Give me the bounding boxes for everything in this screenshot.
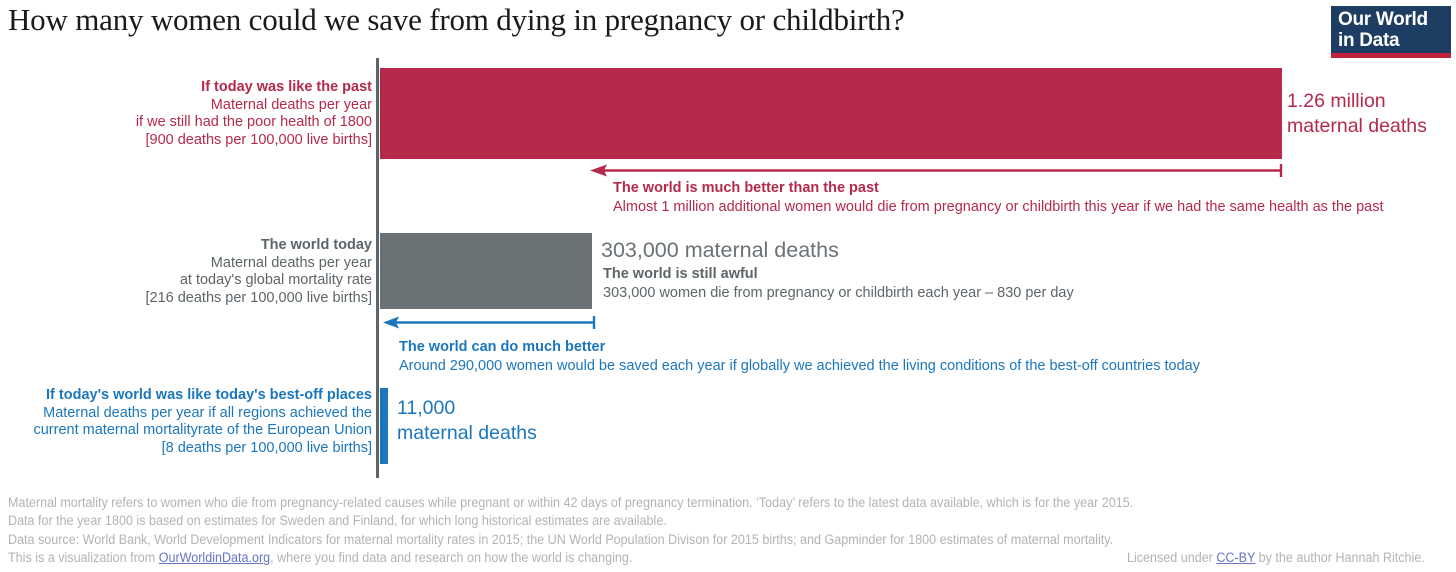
value-past-line2: maternal deaths (1287, 115, 1427, 137)
label-best-off-heading: If today's world was like today's best-o… (46, 387, 372, 403)
bar-past (380, 68, 1282, 159)
annotation-today-status-heading: The world is still awful (603, 266, 758, 282)
value-today: 303,000 maternal deaths (601, 238, 839, 263)
label-today-line4: [216 deaths per 100,000 live births] (145, 289, 372, 306)
label-past-line2: Maternal deaths per year (210, 96, 372, 113)
annotation-future-gap-heading: The world can do much better (399, 339, 606, 355)
license-notice: Licensed under CC-BY by the author Hanna… (1127, 549, 1425, 567)
vertical-axis-line (376, 58, 379, 478)
label-past-heading: If today was like the past (201, 79, 372, 95)
annotation-past-gap: The world is much better than the past A… (613, 179, 1384, 217)
logo-line-2: in Data (1338, 30, 1400, 51)
page-title: How many women could we save from dying … (8, 2, 905, 37)
value-past: 1.26 million maternal deaths (1287, 89, 1427, 139)
annotation-future-gap: The world can do much better Around 290,… (399, 338, 1200, 376)
label-past-line3: if we still had the poor health of 1800 (135, 114, 372, 130)
label-today: The world today Maternal deaths per year… (0, 237, 372, 307)
license-pre: Licensed under (1127, 550, 1217, 565)
value-past-line1: 1.26 million (1287, 90, 1386, 112)
label-best-off: If today's world was like today's best-o… (0, 387, 372, 457)
value-today-line1: 303,000 maternal deaths (601, 238, 839, 262)
cc-by-link[interactable]: CC-BY (1216, 550, 1256, 565)
label-best-off-line2: Maternal deaths per year if all regions … (43, 404, 372, 421)
footnote-line-2: Data for the year 1800 is based on estim… (8, 513, 667, 528)
future-gap-arrow-icon (383, 316, 596, 329)
label-today-line3: at today's global mortality rate (179, 272, 372, 288)
annotation-today-status: The world is still awful 303,000 women d… (603, 265, 1074, 303)
annotation-past-gap-heading: The world is much better than the past (613, 180, 879, 196)
past-gap-arrow-icon (590, 164, 1283, 177)
value-best-off-line2: maternal deaths (397, 422, 537, 444)
our-world-in-data-logo[interactable]: Our World in Data (1331, 6, 1451, 58)
footnote-line-4-post: , where you find data and research on ho… (270, 550, 633, 565)
label-best-off-line4: [8 deaths per 100,000 live births] (161, 439, 372, 456)
footnote-line-4: This is a visualization from OurWorldinD… (8, 549, 632, 567)
label-past: If today was like the past Maternal deat… (0, 79, 372, 149)
annotation-past-gap-text: Almost 1 million additional women would … (613, 199, 1384, 215)
label-best-off-line3: current maternal mortalityrate of the Eu… (33, 422, 372, 438)
label-past-line4: [900 deaths per 100,000 live births] (145, 131, 372, 148)
footnote-line-3: Data source: World Bank, World Developme… (8, 532, 1114, 547)
annotation-future-gap-text: Around 290,000 women would be saved each… (399, 358, 1200, 374)
bar-today (380, 233, 592, 309)
license-post: by the author Hannah Ritchie. (1255, 550, 1425, 565)
value-best-off: 11,000 maternal deaths (397, 396, 537, 446)
bar-best-off (380, 388, 388, 464)
label-today-line2: Maternal deaths per year (210, 254, 372, 271)
annotation-today-status-text: 303,000 women die from pregnancy or chil… (603, 285, 1074, 301)
label-today-heading: The world today (260, 237, 372, 253)
ourworldindata-link[interactable]: OurWorldinData.org (158, 550, 271, 565)
footnote-line-1: Maternal mortality refers to women who d… (8, 495, 1134, 510)
logo-line-1: Our World (1338, 9, 1428, 30)
value-best-off-line1: 11,000 (397, 397, 456, 419)
footnote-line-4-pre: This is a visualization from (8, 550, 159, 565)
